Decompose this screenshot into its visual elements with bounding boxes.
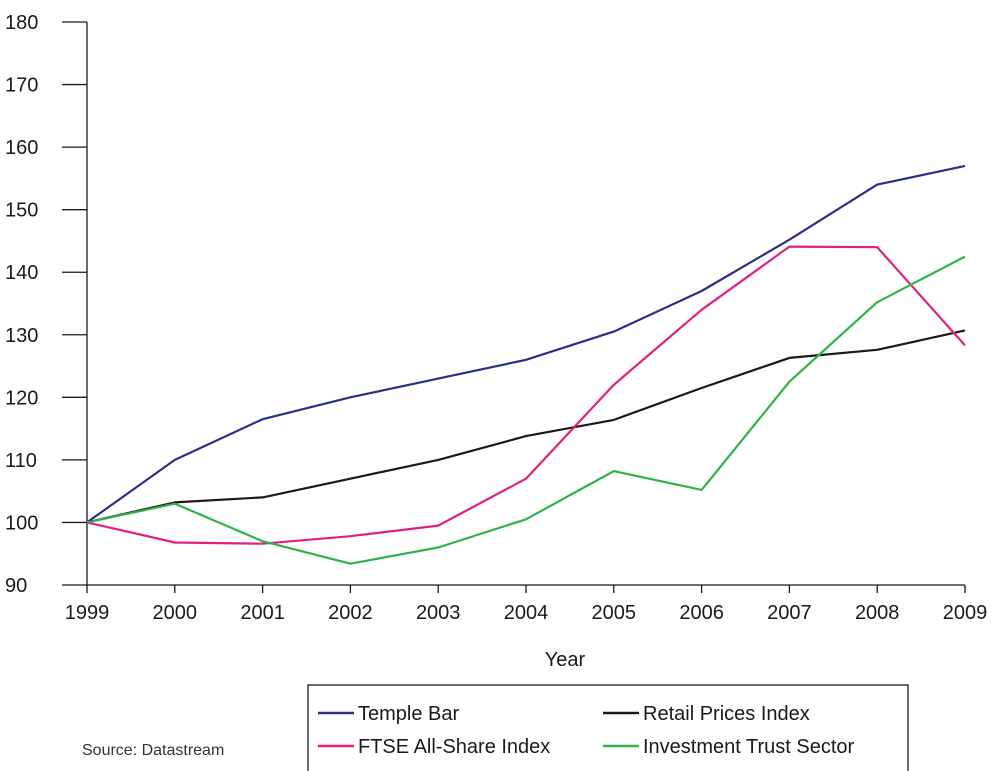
y-tick-label: 170 xyxy=(5,75,38,97)
x-tick-label: 2006 xyxy=(679,602,724,624)
y-tick-label: 110 xyxy=(5,450,37,472)
y-tick-label: 90 xyxy=(5,575,27,597)
source-note: Source: Datastream xyxy=(82,742,224,759)
legend: Temple Bar Retail Prices Index FTSE All-Sh… xyxy=(307,684,909,771)
x-tick-label: 2003 xyxy=(416,602,461,624)
series-line-ftse-all-share-index xyxy=(86,245,966,545)
legend-label: Retail Prices Index xyxy=(643,703,810,725)
x-tick-label: 2000 xyxy=(153,602,198,624)
y-tick-label: 180 xyxy=(5,12,38,34)
series-layer xyxy=(86,164,966,565)
series-line-investment-trust-sector xyxy=(86,255,966,565)
x-tick-label: 2001 xyxy=(240,602,285,624)
x-axis: 1999 2000 2001 2002 2003 2004 2005 2006 2007 2008… xyxy=(65,584,988,624)
y-tick-label: 100 xyxy=(5,512,38,534)
x-axis-title: Year xyxy=(545,649,586,671)
x-tick-label: 1999 xyxy=(65,602,110,624)
legend-label: Temple Bar xyxy=(358,703,459,725)
x-tick-label: 2009 xyxy=(943,602,988,624)
legend-box xyxy=(307,684,909,771)
y-tick-label: 140 xyxy=(5,262,38,284)
y-tick-label: 120 xyxy=(5,387,38,409)
y-tick-label: 160 xyxy=(5,137,38,159)
x-tick-label: 2002 xyxy=(328,602,373,624)
y-tick-label: 150 xyxy=(5,200,38,222)
legend-label: Investment Trust Sector xyxy=(643,736,855,758)
x-tick-label: 2005 xyxy=(592,602,637,624)
x-tick-label: 2007 xyxy=(767,602,812,624)
x-tick-label: 2008 xyxy=(855,602,900,624)
y-axis: 90 100 110 120 130 140 150 160 170 180 xyxy=(5,12,88,597)
x-tick-label: 2004 xyxy=(504,602,549,624)
legend-label: FTSE All-Share Index xyxy=(358,736,550,758)
y-tick-label: 130 xyxy=(5,325,38,347)
series-line-temple-bar xyxy=(86,164,966,524)
